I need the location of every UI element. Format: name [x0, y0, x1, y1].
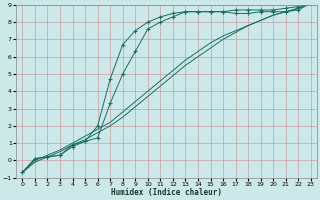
X-axis label: Humidex (Indice chaleur): Humidex (Indice chaleur) [111, 188, 222, 197]
